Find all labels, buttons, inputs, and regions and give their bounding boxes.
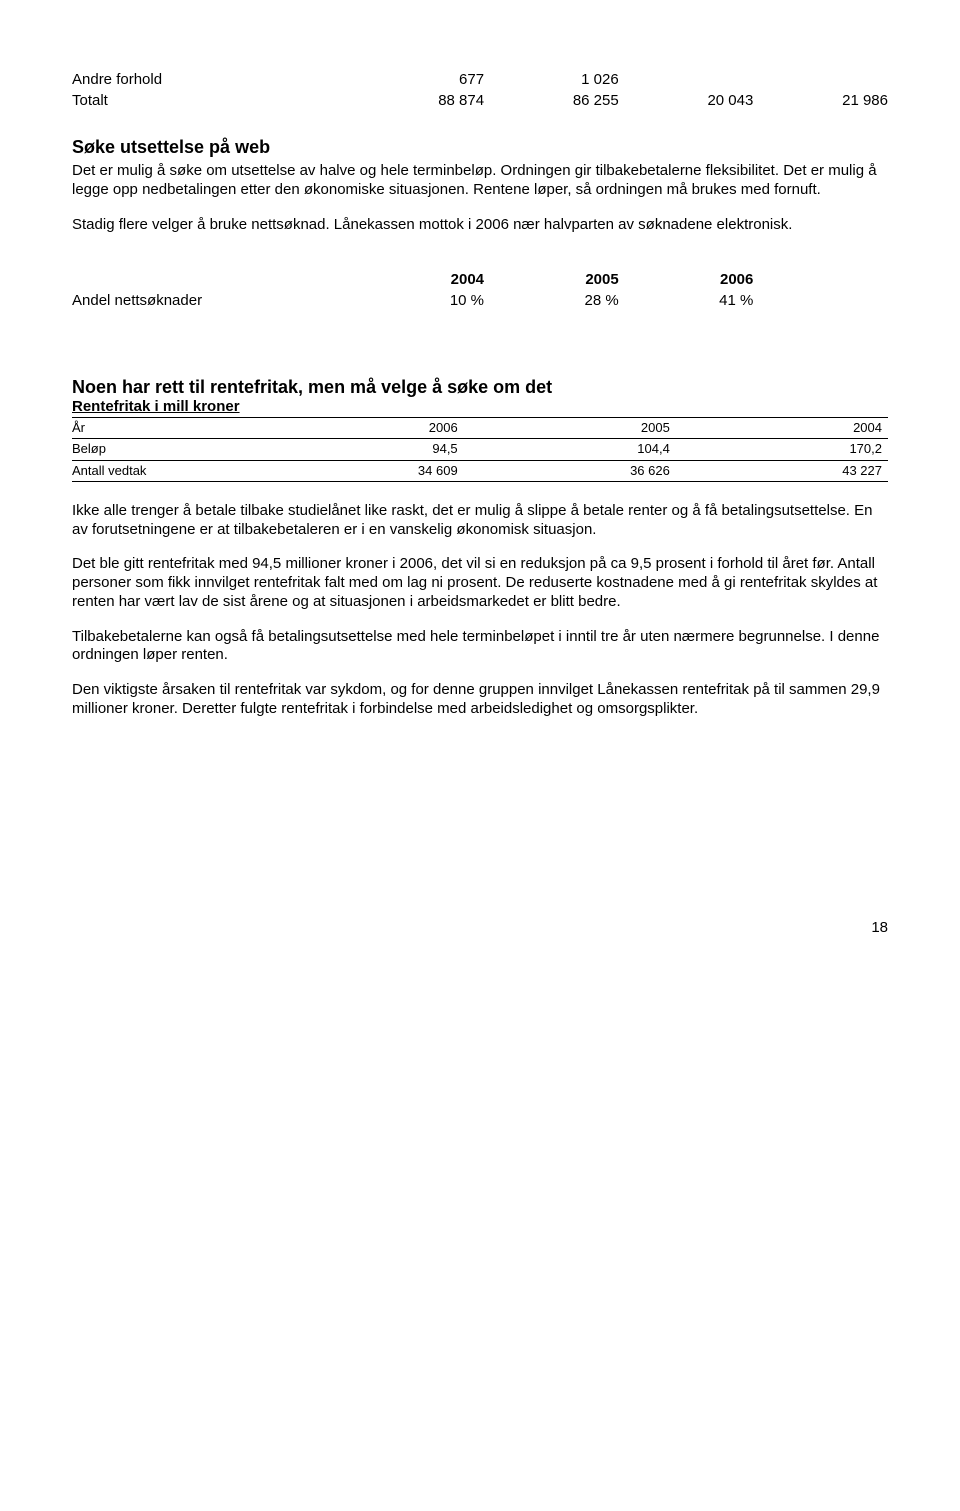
top-summary-table: Andre forhold 677 1 026 Totalt 88 874 86… — [72, 70, 888, 112]
cell-label: Andel nettsøknader — [72, 291, 349, 312]
heading-rentefritak: Noen har rett til rentefritak, men må ve… — [72, 376, 888, 399]
cell-label: Antall vedtak — [72, 460, 252, 481]
col-header: 2006 — [252, 418, 464, 439]
cell-value: 43 227 — [676, 460, 888, 481]
cell-value: 170,2 — [676, 439, 888, 460]
cell-label: Totalt — [72, 91, 349, 112]
cell-value: 34 609 — [252, 460, 464, 481]
paragraph: Den viktigste årsaken til rentefritak va… — [72, 681, 888, 719]
table-row: Totalt 88 874 86 255 20 043 21 986 — [72, 91, 888, 112]
table-row: Antall vedtak 34 609 36 626 43 227 — [72, 460, 888, 481]
cell-label: Beløp — [72, 439, 252, 460]
col-header: 2004 — [349, 270, 484, 291]
cell-value — [619, 70, 754, 91]
netts-table: 2004 2005 2006 Andel nettsøknader 10 % 2… — [72, 270, 753, 312]
col-header: 2005 — [484, 270, 619, 291]
table-row: Andel nettsøknader 10 % 28 % 41 % — [72, 291, 753, 312]
paragraph: Stadig flere velger å bruke nettsøknad. … — [72, 216, 888, 235]
col-header: 2006 — [619, 270, 754, 291]
cell-label: Andre forhold — [72, 70, 349, 91]
heading-web-utsettelse: Søke utsettelse på web — [72, 136, 888, 159]
cell-value: 20 043 — [619, 91, 754, 112]
cell-value: 94,5 — [252, 439, 464, 460]
cell-empty — [72, 270, 349, 291]
subheading-rentefritak: Rentefritak i mill kroner — [72, 398, 888, 417]
paragraph: Ikke alle trenger å betale tilbake studi… — [72, 502, 888, 540]
table-header-row: År 2006 2005 2004 — [72, 418, 888, 439]
table-header-row: 2004 2005 2006 — [72, 270, 753, 291]
rentefritak-table: År 2006 2005 2004 Beløp 94,5 104,4 170,2… — [72, 417, 888, 482]
cell-value: 28 % — [484, 291, 619, 312]
table-row: Beløp 94,5 104,4 170,2 — [72, 439, 888, 460]
cell-value: 10 % — [349, 291, 484, 312]
paragraph: Det ble gitt rentefritak med 94,5 millio… — [72, 555, 888, 611]
col-header: 2005 — [464, 418, 676, 439]
cell-value: 41 % — [619, 291, 754, 312]
table-row: Andre forhold 677 1 026 — [72, 70, 888, 91]
paragraph: Tilbakebetalerne kan også få betalingsut… — [72, 628, 888, 666]
cell-value: 21 986 — [753, 91, 888, 112]
paragraph: Det er mulig å søke om utsettelse av hal… — [72, 162, 888, 200]
cell-value: 1 026 — [484, 70, 619, 91]
cell-value: 36 626 — [464, 460, 676, 481]
col-header: År — [72, 418, 252, 439]
cell-value: 104,4 — [464, 439, 676, 460]
cell-value: 677 — [349, 70, 484, 91]
col-header: 2004 — [676, 418, 888, 439]
cell-value: 88 874 — [349, 91, 484, 112]
page-number: 18 — [72, 919, 888, 938]
cell-value — [753, 70, 888, 91]
cell-value: 86 255 — [484, 91, 619, 112]
